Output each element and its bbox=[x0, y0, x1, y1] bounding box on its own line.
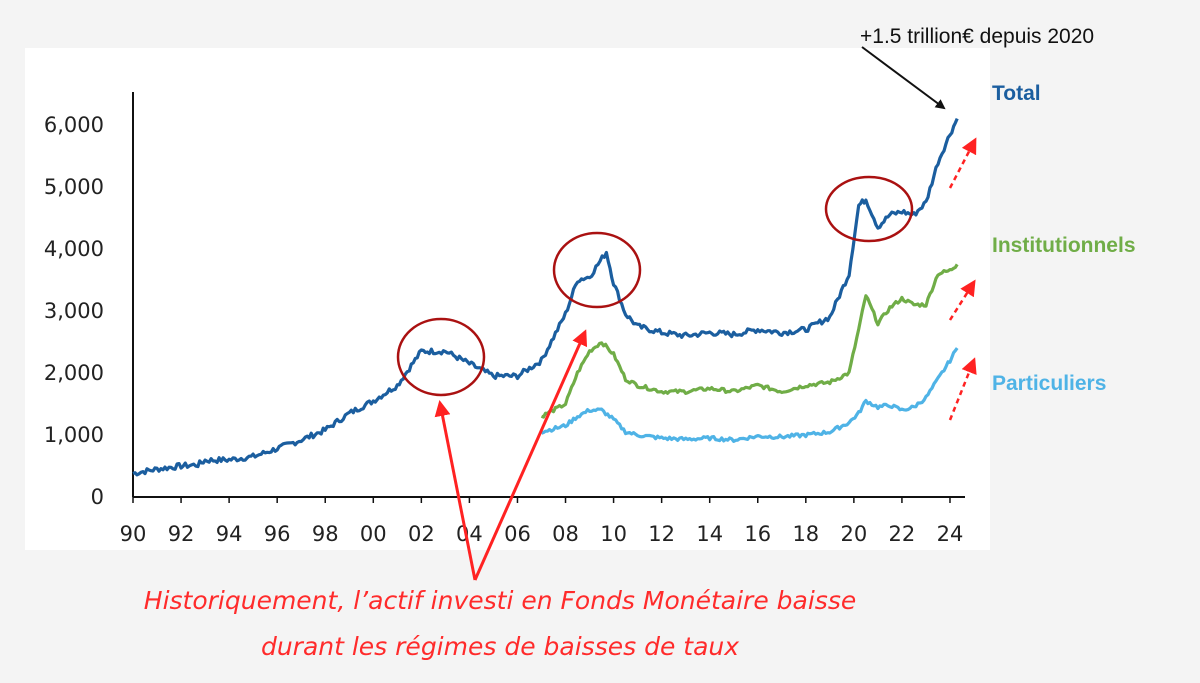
arrow-to-peak-2009 bbox=[473, 329, 588, 581]
x-tick-label: 14 bbox=[696, 522, 723, 546]
x-tick-label: 18 bbox=[792, 522, 819, 546]
peak-circle bbox=[396, 317, 486, 397]
x-tick-label: 94 bbox=[216, 522, 243, 546]
caption-line-1: Historiquement, l’actif investi en Fonds… bbox=[143, 586, 857, 615]
series-line-institutionnels bbox=[540, 263, 959, 419]
y-tick-label: 0 bbox=[91, 485, 104, 509]
chart-axes bbox=[132, 92, 965, 503]
arrow-top-annotation bbox=[861, 46, 946, 110]
series-line-particuliers bbox=[540, 347, 959, 443]
x-tick-label: 90 bbox=[120, 522, 147, 546]
tick-labels: 0 1,000 2,000 3,000 4,000 5,000 6,000 90 92 94 96 9… bbox=[44, 113, 963, 546]
y-tick-label: 6,000 bbox=[44, 113, 104, 137]
x-tick-label: 20 bbox=[841, 522, 868, 546]
x-tick-label: 06 bbox=[504, 522, 531, 546]
peak-circle bbox=[552, 231, 642, 309]
y-tick-label: 5,000 bbox=[44, 175, 104, 199]
series-line-total bbox=[132, 117, 959, 477]
caption-line-2: durant les régimes de baisses de taux bbox=[260, 632, 740, 661]
y-tick-label: 3,000 bbox=[44, 299, 104, 323]
y-tick-label: 1,000 bbox=[44, 423, 104, 447]
x-tick-label: 00 bbox=[360, 522, 387, 546]
caption: Historiquement, l’actif investi en Fonds… bbox=[0, 578, 1000, 670]
x-tick-label: 08 bbox=[552, 522, 579, 546]
x-tick-label: 22 bbox=[889, 522, 916, 546]
annotation-top-text: +1.5 trillion€ depuis 2020 bbox=[860, 25, 1094, 48]
peak-circle bbox=[824, 175, 914, 243]
series-lines bbox=[132, 117, 959, 477]
x-tick-label: 16 bbox=[744, 522, 771, 546]
x-tick-label: 92 bbox=[168, 522, 195, 546]
legend-label-total: Total bbox=[992, 82, 1041, 105]
x-tick-label: 12 bbox=[648, 522, 675, 546]
rising-arrow bbox=[948, 357, 977, 421]
annotations: +1.5 trillion€ depuis 2020 bbox=[396, 25, 1094, 581]
rising-arrow bbox=[948, 137, 977, 189]
x-tick-label: 24 bbox=[937, 522, 964, 546]
y-tick-label: 2,000 bbox=[44, 361, 104, 385]
x-tick-label: 02 bbox=[408, 522, 435, 546]
x-tick-label: 96 bbox=[264, 522, 291, 546]
x-tick-label: 98 bbox=[312, 522, 339, 546]
rising-arrow bbox=[948, 279, 976, 321]
legend-label-institutionnels: Institutionnels bbox=[992, 234, 1136, 257]
legend-label-particuliers: Particuliers bbox=[992, 372, 1106, 395]
series-legend: Total Institutionnels Particuliers bbox=[992, 82, 1136, 395]
x-tick-label: 04 bbox=[456, 522, 483, 546]
y-tick-label: 4,000 bbox=[44, 237, 104, 261]
x-tick-label: 10 bbox=[600, 522, 627, 546]
arrow-to-peak-2002 bbox=[434, 400, 477, 581]
